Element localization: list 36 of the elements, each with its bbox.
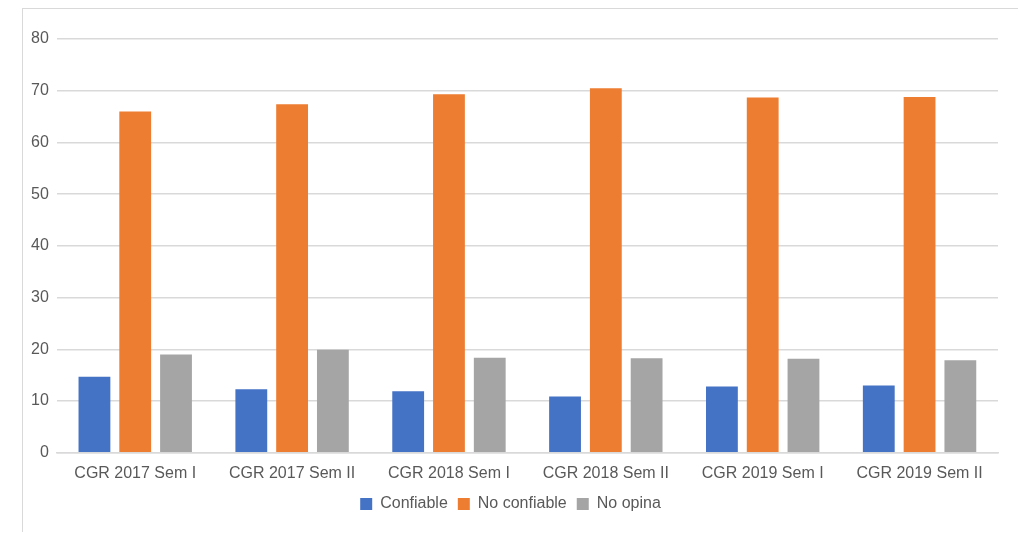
x-tick-label: CGR 2018 Sem I	[388, 463, 510, 481]
bar	[549, 396, 581, 453]
bar	[119, 111, 152, 453]
bar	[787, 358, 820, 453]
x-tick-label: CGR 2019 Sem I	[701, 463, 824, 481]
legend-label: No opina	[596, 494, 661, 512]
y-tick-label: 30	[31, 288, 49, 306]
x-tick-label: CGR 2017 Sem II	[228, 463, 356, 481]
x-tick-label: CGR 2017 Sem I	[74, 463, 197, 481]
bar	[903, 96, 936, 453]
bar	[630, 358, 663, 453]
bar	[392, 391, 425, 453]
x-tick-label: CGR 2018 Sem II	[542, 463, 669, 481]
bar	[433, 94, 465, 453]
bar	[746, 97, 779, 453]
legend-label: No confiable	[477, 494, 567, 512]
bar	[78, 376, 111, 453]
bar	[316, 349, 349, 453]
bar	[160, 354, 192, 453]
y-tick-label: 20	[31, 339, 49, 357]
bar	[862, 385, 895, 453]
y-tick-label: 50	[31, 184, 49, 202]
bar	[235, 389, 268, 453]
legend-label: Confiable	[380, 494, 448, 512]
y-tick-label: 70	[31, 81, 49, 99]
y-tick-label: 40	[31, 236, 49, 254]
x-tick-label: CGR 2019 Sem II	[856, 463, 983, 481]
bar	[944, 360, 977, 453]
bar	[276, 104, 308, 453]
y-tick-label: 10	[31, 391, 49, 409]
bar	[589, 88, 622, 453]
y-tick-label: 60	[31, 132, 49, 150]
bar	[706, 386, 738, 453]
y-tick-label: 0	[39, 443, 49, 461]
bar	[473, 357, 506, 453]
y-tick-label: 80	[31, 29, 49, 47]
